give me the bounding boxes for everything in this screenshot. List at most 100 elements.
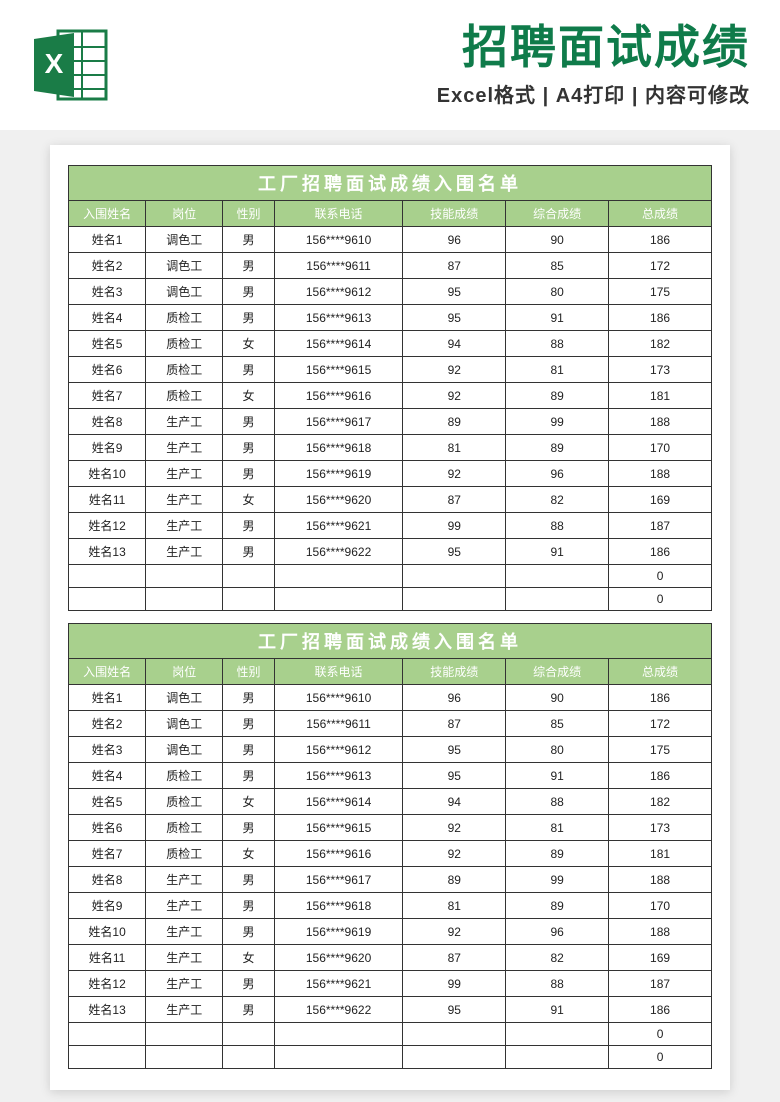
table-cell: 92 [403,383,506,409]
column-header: 技能成绩 [403,201,506,227]
table-cell [223,1023,274,1046]
table-cell: 156****9616 [274,841,403,867]
table-cell: 187 [609,513,712,539]
table-cell: 188 [609,867,712,893]
table-cell: 186 [609,227,712,253]
table-cell: 99 [506,867,609,893]
banner-title: 招聘面试成绩 [130,22,750,73]
table-cell: 156****9611 [274,253,403,279]
table-cell: 81 [506,815,609,841]
table-cell: 姓名10 [69,919,146,945]
table-cell: 生产工 [146,867,223,893]
table-cell: 男 [223,763,274,789]
table-cell: 男 [223,737,274,763]
table-cell: 99 [403,513,506,539]
table-cell: 156****9610 [274,227,403,253]
table-title: 工厂招聘面试成绩入围名单 [69,166,712,201]
table-cell: 男 [223,685,274,711]
column-header: 性别 [223,201,274,227]
table-row: 姓名10生产工男156****96199296188 [69,919,712,945]
table-cell: 男 [223,305,274,331]
table-row: 姓名11生产工女156****96208782169 [69,945,712,971]
table-cell: 95 [403,997,506,1023]
column-header: 联系电话 [274,659,403,685]
table-cell: 89 [403,867,506,893]
table-cell: 186 [609,305,712,331]
table-cell: 89 [506,435,609,461]
table-cell [146,565,223,588]
table-cell: 姓名5 [69,331,146,357]
table-cell: 质检工 [146,357,223,383]
table-cell: 92 [403,815,506,841]
column-header: 岗位 [146,201,223,227]
table-cell: 156****9615 [274,815,403,841]
table-cell: 姓名2 [69,253,146,279]
table-cell: 156****9616 [274,383,403,409]
table-row: 姓名13生产工男156****96229591186 [69,539,712,565]
table-cell: 156****9611 [274,711,403,737]
table-cell: 男 [223,711,274,737]
table-cell: 170 [609,435,712,461]
table-cell: 姓名1 [69,227,146,253]
table-cell [146,588,223,611]
table-cell: 姓名2 [69,711,146,737]
table-cell: 156****9614 [274,331,403,357]
table-cell: 156****9612 [274,279,403,305]
table-cell: 172 [609,253,712,279]
table-cell: 质检工 [146,789,223,815]
table-cell: 80 [506,737,609,763]
table-cell: 男 [223,409,274,435]
table-cell: 女 [223,945,274,971]
table-cell [146,1046,223,1069]
table-cell: 82 [506,945,609,971]
table-cell: 姓名8 [69,409,146,435]
table-cell: 姓名3 [69,279,146,305]
document-page: 工厂招聘面试成绩入围名单入围姓名岗位性别联系电话技能成绩综合成绩总成绩姓名1调色… [50,145,730,1090]
table-cell: 92 [403,841,506,867]
table-cell: 男 [223,513,274,539]
table-cell: 调色工 [146,253,223,279]
table-cell: 173 [609,357,712,383]
column-header: 岗位 [146,659,223,685]
table-cell [223,1046,274,1069]
table-cell: 调色工 [146,711,223,737]
table-cell: 156****9619 [274,919,403,945]
table-cell: 89 [506,383,609,409]
table-cell: 186 [609,997,712,1023]
table-row: 姓名4质检工男156****96139591186 [69,305,712,331]
table-cell: 88 [506,789,609,815]
table-cell [403,1046,506,1069]
table-cell [403,588,506,611]
results-table: 工厂招聘面试成绩入围名单入围姓名岗位性别联系电话技能成绩综合成绩总成绩姓名1调色… [68,165,712,611]
table-cell: 生产工 [146,945,223,971]
table-cell: 82 [506,487,609,513]
table-row: 姓名9生产工男156****96188189170 [69,435,712,461]
table-cell: 95 [403,305,506,331]
table-cell: 姓名7 [69,841,146,867]
table-cell: 男 [223,279,274,305]
table-cell: 156****9614 [274,789,403,815]
table-row: 姓名12生产工男156****96219988187 [69,971,712,997]
table-cell: 169 [609,487,712,513]
table-cell: 91 [506,305,609,331]
table-cell: 89 [403,409,506,435]
column-header: 综合成绩 [506,201,609,227]
table-cell: 95 [403,539,506,565]
table-cell: 男 [223,253,274,279]
table-cell: 姓名1 [69,685,146,711]
table-cell: 182 [609,331,712,357]
table-cell [274,565,403,588]
column-header: 联系电话 [274,201,403,227]
column-header: 入围姓名 [69,201,146,227]
table-cell: 186 [609,685,712,711]
table-cell: 85 [506,253,609,279]
results-table: 工厂招聘面试成绩入围名单入围姓名岗位性别联系电话技能成绩综合成绩总成绩姓名1调色… [68,623,712,1069]
table-cell: 96 [506,919,609,945]
table-cell: 88 [506,331,609,357]
table-cell: 156****9612 [274,737,403,763]
table-cell: 156****9620 [274,487,403,513]
table-cell [506,1046,609,1069]
table-cell [69,1046,146,1069]
table-cell: 质检工 [146,331,223,357]
table-cell: 调色工 [146,279,223,305]
